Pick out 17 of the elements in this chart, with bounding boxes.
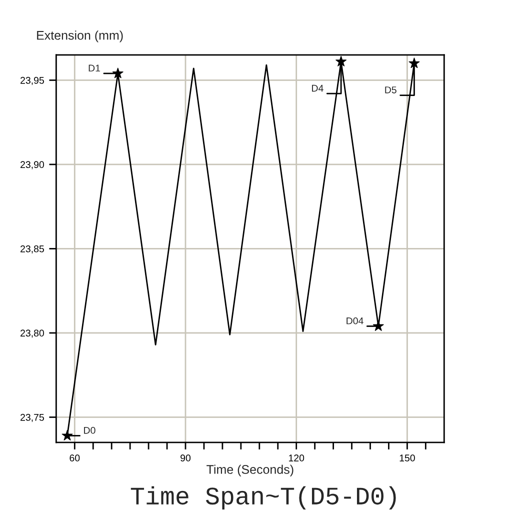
x-tick-label: 90 — [180, 454, 191, 462]
y-tick-label: 23,85 — [20, 245, 44, 254]
x-axis-title: Time (Seconds) — [206, 464, 294, 476]
text: Time Span~T(D5-D0) — [130, 486, 396, 510]
y-tick-label: 23,90 — [20, 161, 44, 170]
annotation: D1 — [88, 64, 100, 72]
y-tick-label: 23,80 — [20, 330, 44, 338]
annotation: D5 — [385, 86, 396, 94]
x-tick-label: 150 — [400, 454, 415, 462]
annotation: D0 — [84, 426, 96, 434]
y-tick-label: 23,95 — [20, 76, 44, 85]
y-axis-title: Extension (mm) — [37, 30, 123, 42]
y-tick-label: 23,75 — [20, 414, 44, 422]
annotation: D04 — [346, 317, 364, 324]
x-tick-label: 60 — [70, 454, 80, 462]
annotation: D4 — [312, 84, 324, 92]
x-tick-label: 120 — [288, 454, 304, 462]
